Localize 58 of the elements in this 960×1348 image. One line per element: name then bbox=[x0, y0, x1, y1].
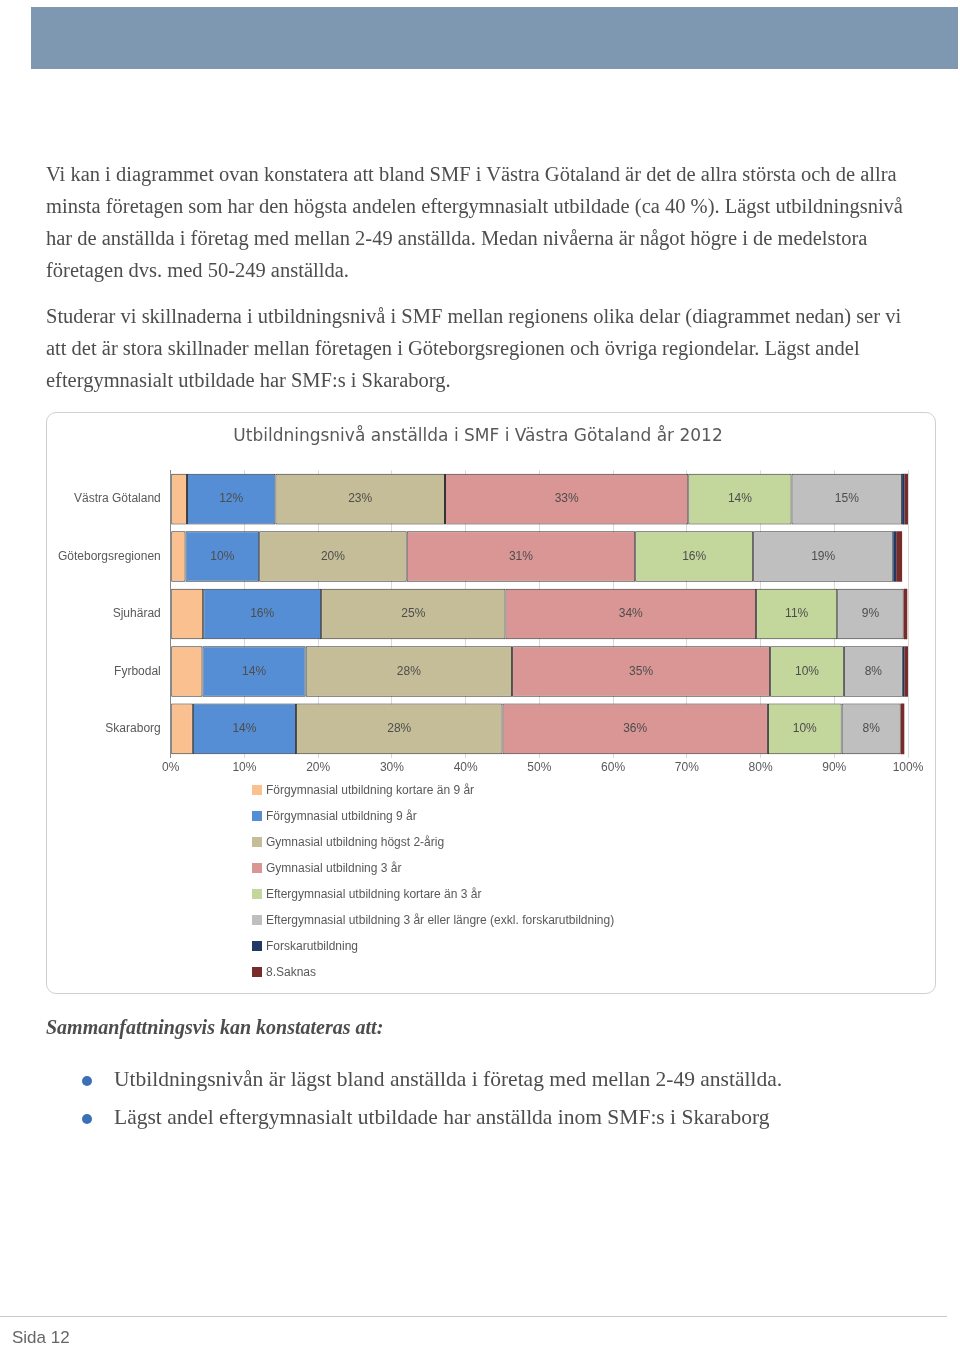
data-label: 28% bbox=[387, 721, 412, 736]
data-label: 36% bbox=[623, 721, 648, 736]
data-label: 10% bbox=[210, 548, 235, 563]
x-tick-label: 80% bbox=[748, 760, 773, 775]
data-label: 8% bbox=[864, 663, 883, 678]
data-label: 8% bbox=[862, 721, 881, 736]
text: Vi kan i diagrammet ovan konstatera att bland SMF i Västra Götaland är det de allra största och de allra minsta företagen som har den högsta andelen eftergymnasialt utbildade (ca 40 %). Lägst utbildningsnivå har de anställda i företag med mellan 2-49 anställda. Medan nivåerna är något högre i de medelstora företagen dvs. med 50-249 anställda. bbox=[46, 162, 904, 284]
data-label: 28% bbox=[396, 663, 422, 678]
data-label: 14% bbox=[232, 721, 257, 736]
data-label: 14% bbox=[242, 663, 267, 678]
data-label: 34% bbox=[618, 606, 644, 621]
text: Sida 12 bbox=[12, 1328, 70, 1348]
chart-title: Utbildningsnivå anställda i SMF i Västra Götaland år 2012 bbox=[233, 424, 723, 445]
x-tick-label: 20% bbox=[306, 760, 331, 775]
legend-label: Forskarutbildning bbox=[266, 939, 359, 953]
legend-label: Gymnasial utbildning 3 år bbox=[266, 861, 402, 875]
text: Utbildningsnivån är lägst bland anställda i företag med mellan 2-49 anställda. bbox=[114, 1067, 783, 1092]
data-label: 11% bbox=[785, 606, 809, 621]
x-tick-label: 50% bbox=[527, 760, 552, 775]
x-tick-label: 90% bbox=[822, 760, 847, 775]
data-label: 16% bbox=[250, 606, 275, 621]
data-label: 12% bbox=[219, 491, 244, 506]
data-label: 16% bbox=[682, 548, 707, 563]
data-label: 10% bbox=[792, 721, 818, 736]
y-tick-label: Västra Götaland bbox=[74, 491, 161, 506]
y-tick-label: Skaraborg bbox=[105, 721, 161, 736]
legend-label: Eftergymnasial utbildning 3 år eller längre (exkl. forskarutbildning) bbox=[266, 913, 615, 927]
bar bbox=[896, 531, 903, 582]
legend-label: Förgymnasial utbildning 9 år bbox=[266, 809, 417, 823]
y-tick-label: Göteborgsregionen bbox=[57, 548, 161, 563]
text: Lägst andel eftergymnasialt utbildade har anställda inom SMF:s i Skaraborg bbox=[114, 1105, 770, 1130]
data-label: 20% bbox=[320, 548, 346, 563]
y-tick-label: Fyrbodal bbox=[114, 663, 161, 678]
x-tick-label: 30% bbox=[379, 760, 405, 775]
data-label: 25% bbox=[401, 606, 426, 621]
data-label: 33% bbox=[554, 491, 579, 506]
data-label: 31% bbox=[508, 548, 534, 563]
text: Sammanfattningsvis kan konstateras att: bbox=[46, 1016, 384, 1039]
x-tick-label: 40% bbox=[453, 760, 478, 775]
x-tick-label: 0% bbox=[162, 760, 180, 775]
data-label: 15% bbox=[834, 491, 860, 506]
data-label: 23% bbox=[348, 491, 373, 506]
x-tick-label: 60% bbox=[601, 760, 626, 775]
bar bbox=[893, 531, 897, 582]
y-tick-label: Sjuhärad bbox=[112, 606, 161, 621]
data-label: 19% bbox=[811, 548, 836, 563]
data-label: 35% bbox=[629, 663, 654, 678]
data-label: 10% bbox=[794, 663, 820, 678]
text: Studerar vi skillnaderna i utbildningsnivå i SMF mellan regionens olika delar (diagrammet nedan) ser vi att det är stora skillnader mellan företagen i Göteborgsregionen och övriga regiondelar. Lägst andel eftergymnasialt utbildade har SMF:s i Skaraborg. bbox=[46, 304, 903, 394]
data-label: 9% bbox=[861, 606, 880, 621]
data-label: 14% bbox=[727, 491, 753, 506]
legend-label: 8.Saknas bbox=[266, 965, 317, 979]
legend-label: Gymnasial utbildning högst 2-årig bbox=[266, 835, 445, 849]
x-tick-label: 10% bbox=[232, 760, 257, 775]
legend-label: Eftergymnasial utbildning kortare än 3 år bbox=[266, 887, 482, 901]
legend-label: Förgymnasial utbildning kortare än 9 år bbox=[266, 783, 475, 797]
x-tick-label: 100% bbox=[892, 760, 924, 775]
x-tick-label: 70% bbox=[674, 760, 700, 775]
